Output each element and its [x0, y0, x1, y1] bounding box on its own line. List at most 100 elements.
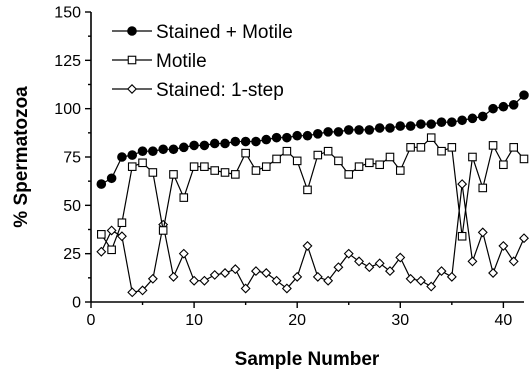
data-point — [467, 256, 478, 267]
y-tick-label-100: 100 — [54, 101, 81, 118]
legend-item-1: Stained + Motile — [112, 22, 293, 43]
data-point — [519, 154, 529, 164]
data-point — [415, 275, 426, 286]
data-point — [250, 266, 261, 277]
data-point — [240, 136, 251, 147]
series-line-2 — [100, 136, 525, 252]
data-point — [117, 218, 127, 228]
x-tick-label-10: 10 — [185, 312, 203, 329]
legend-item-2: Motile — [112, 51, 207, 72]
data-point — [251, 136, 261, 147]
data-point — [158, 226, 168, 235]
data-point — [281, 283, 292, 294]
data-point — [220, 268, 231, 278]
data-point — [406, 143, 415, 152]
legend-marker — [127, 84, 137, 94]
data-point — [385, 152, 395, 162]
data-point — [169, 170, 178, 179]
data-point — [200, 162, 209, 171]
data-point — [148, 168, 158, 177]
y-tick-label-0: 0 — [72, 295, 81, 312]
data-point — [457, 115, 467, 126]
data-point — [447, 117, 457, 127]
data-point — [271, 275, 282, 286]
data-point — [209, 269, 220, 280]
data-point — [178, 142, 189, 153]
data-point — [107, 245, 116, 255]
data-point — [209, 138, 220, 149]
data-point — [210, 166, 220, 175]
legend-item-3: Stained: 1-step — [112, 80, 284, 101]
data-point — [272, 154, 281, 164]
data-point — [189, 140, 199, 151]
x-tick-label-20: 20 — [288, 312, 306, 329]
data-point — [251, 166, 261, 175]
data-point — [106, 173, 117, 184]
data-point — [313, 150, 323, 160]
legend-marker — [127, 55, 137, 65]
data-point — [508, 256, 519, 267]
data-point — [384, 266, 395, 277]
data-point — [313, 129, 323, 139]
data-point — [96, 179, 107, 189]
data-point — [488, 103, 498, 114]
data-point — [344, 170, 354, 179]
data-point — [519, 233, 529, 244]
data-point — [498, 101, 509, 112]
data-point — [437, 146, 446, 156]
data-point — [137, 285, 148, 296]
data-point — [220, 138, 230, 149]
data-point — [158, 144, 168, 155]
data-point — [519, 90, 529, 100]
series-1 — [96, 90, 529, 189]
data-point — [117, 152, 127, 162]
data-point — [137, 146, 148, 156]
data-point — [499, 160, 508, 170]
data-point — [116, 231, 127, 242]
data-point — [446, 271, 457, 282]
data-point — [468, 152, 477, 162]
data-point — [416, 143, 426, 152]
data-point — [138, 158, 147, 168]
data-point — [375, 160, 384, 170]
series-2 — [97, 133, 529, 255]
data-point — [271, 132, 282, 143]
data-point — [436, 266, 447, 277]
data-point — [148, 146, 158, 156]
y-tick-label-50: 50 — [63, 198, 81, 215]
data-point — [127, 287, 138, 298]
data-point — [179, 193, 189, 202]
data-point — [477, 227, 488, 238]
data-point — [508, 100, 519, 110]
data-point — [477, 111, 488, 122]
data-point — [333, 127, 344, 137]
data-point — [323, 127, 333, 137]
data-point — [467, 113, 478, 124]
data-point — [220, 168, 230, 177]
data-point — [240, 283, 251, 294]
data-point — [231, 170, 240, 179]
data-point — [364, 125, 375, 135]
legend-marker — [127, 26, 137, 36]
data-point — [395, 121, 406, 131]
data-point — [385, 123, 395, 133]
data-point — [292, 130, 302, 141]
x-tick-label-0: 0 — [87, 312, 96, 329]
data-point — [426, 119, 437, 129]
data-point — [509, 143, 518, 152]
x-tick-label-40: 40 — [494, 312, 512, 329]
data-point — [343, 125, 354, 135]
data-point — [364, 262, 375, 273]
data-point — [457, 231, 467, 241]
data-point — [354, 125, 364, 135]
y-tick-label-150: 150 — [54, 5, 81, 22]
x-ticks: 0 10 20 30 40 — [87, 302, 512, 329]
data-point — [447, 143, 457, 152]
data-point — [302, 130, 313, 141]
data-point — [395, 166, 405, 175]
data-point — [436, 117, 447, 127]
data-point — [478, 183, 488, 193]
data-point — [426, 281, 437, 292]
data-point — [365, 158, 374, 168]
data-point — [312, 271, 323, 282]
